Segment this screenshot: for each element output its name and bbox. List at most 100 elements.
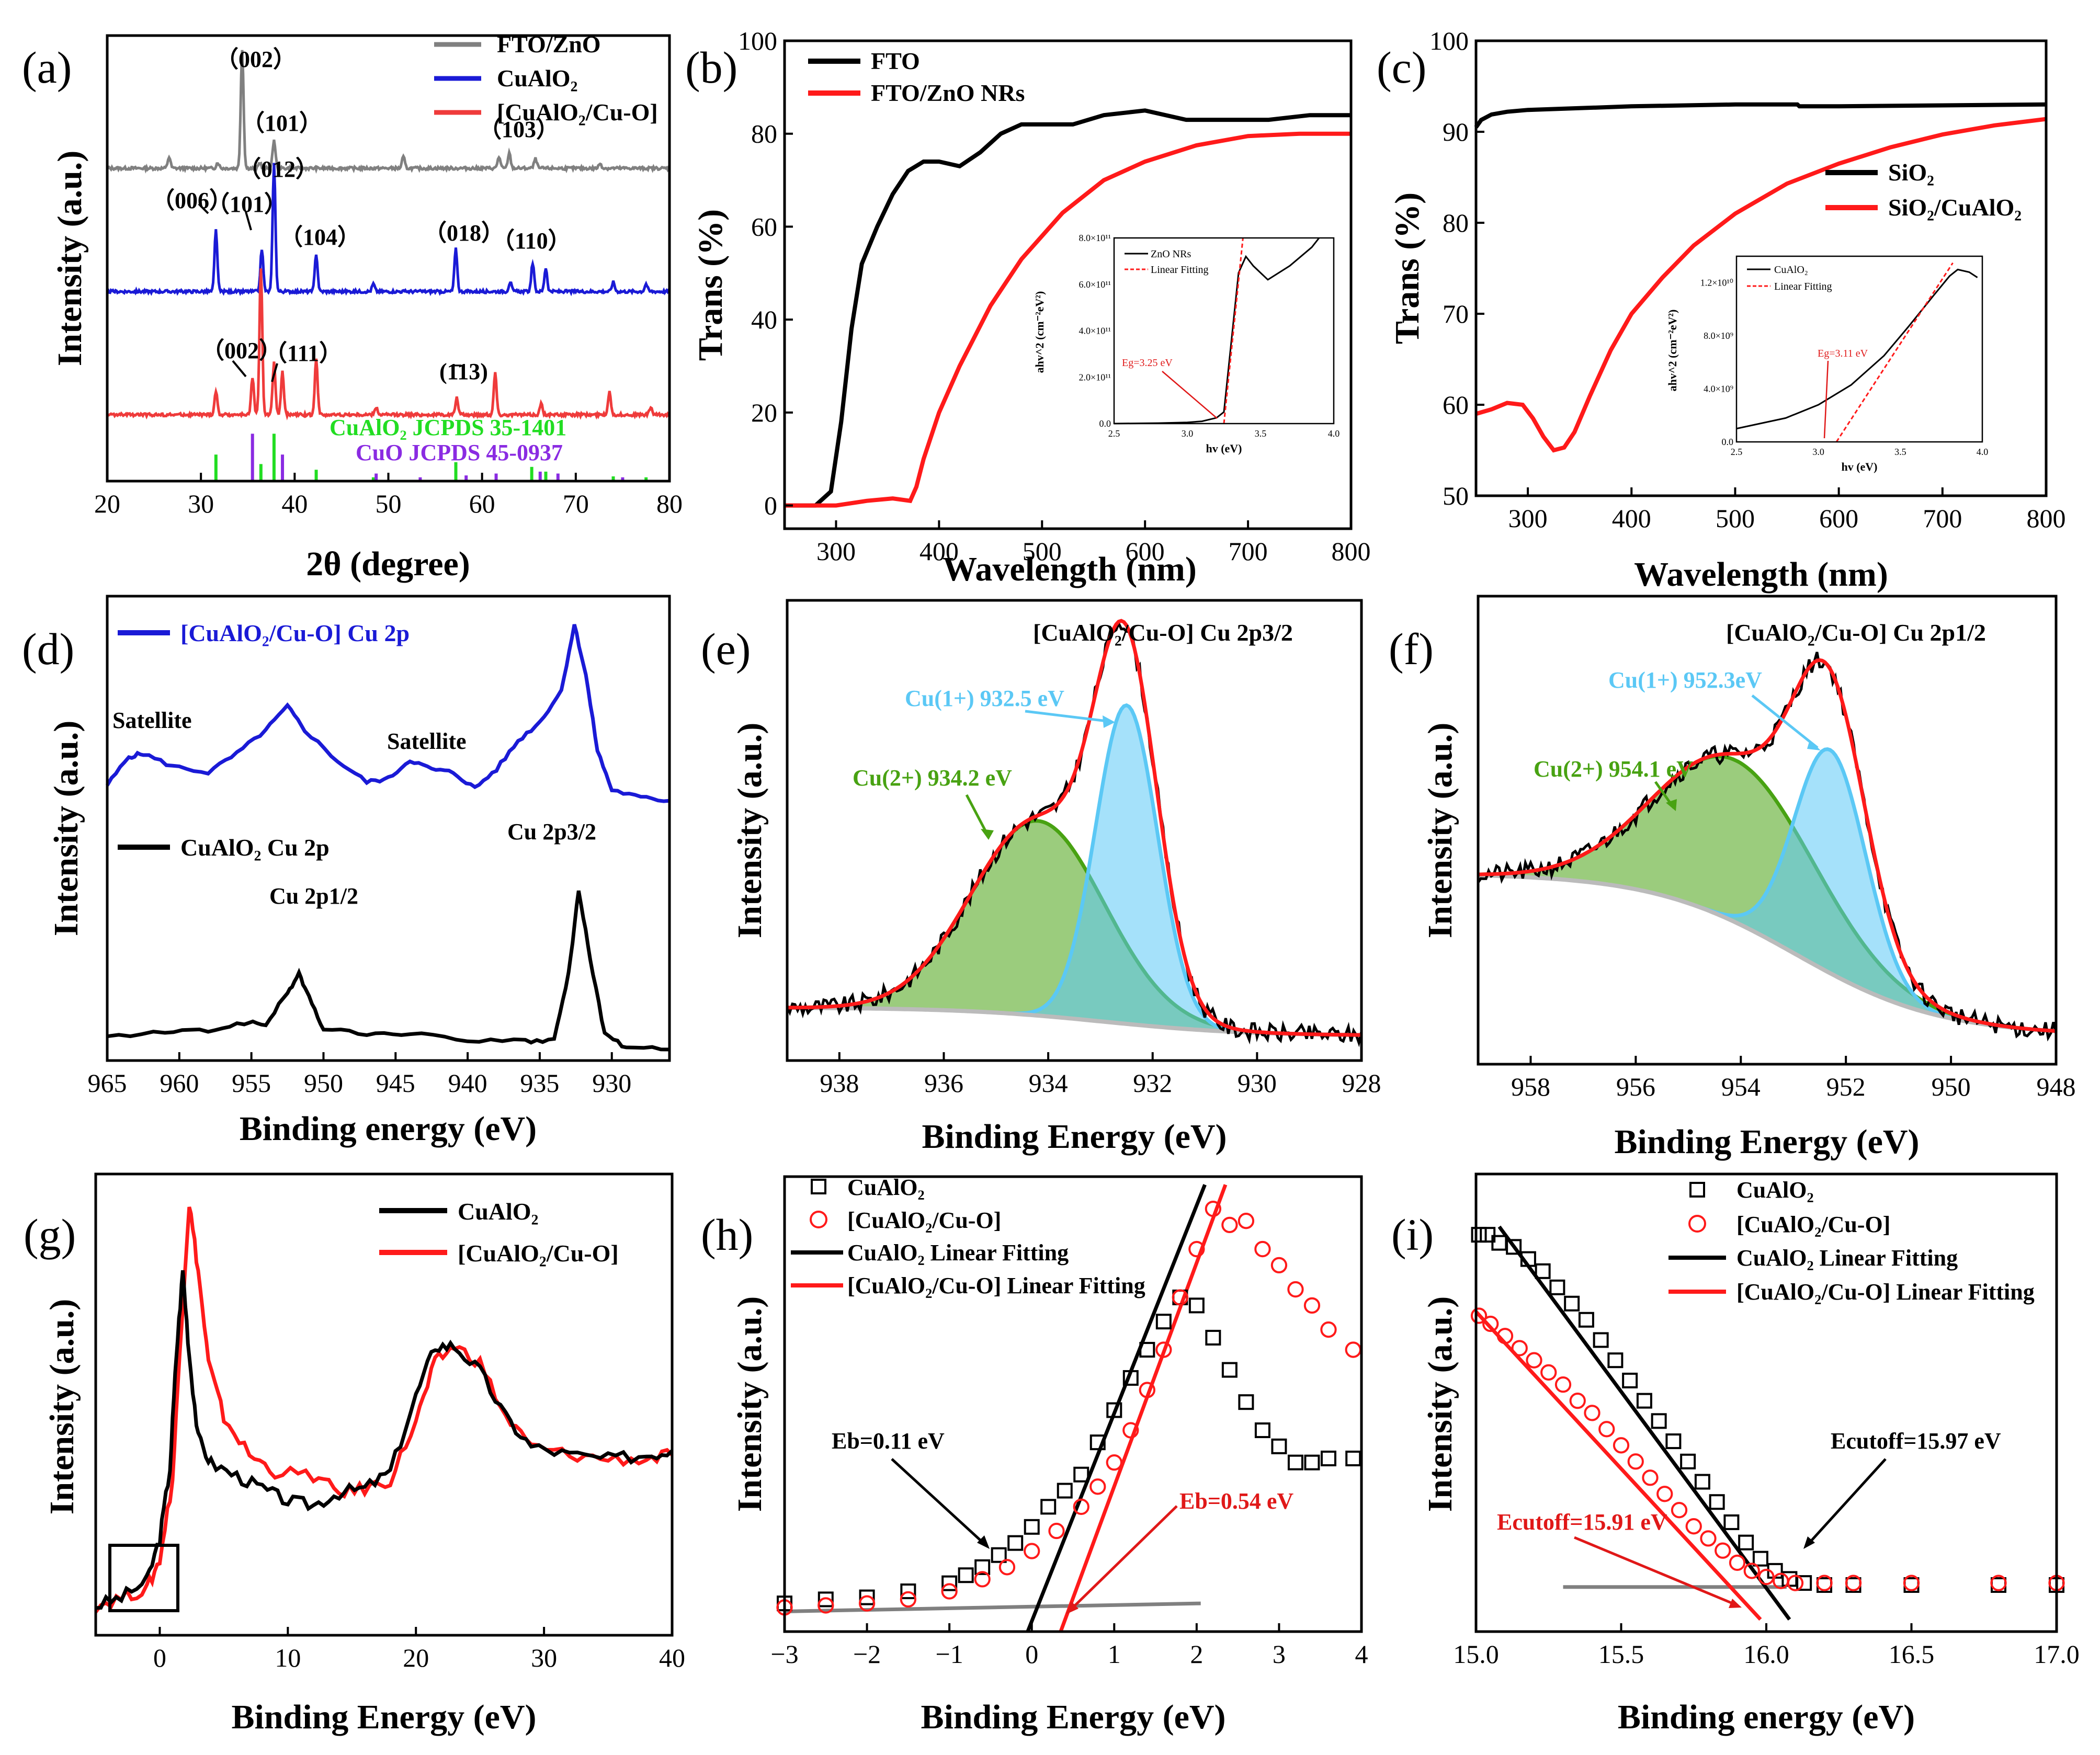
legend-marker-i-composite	[1688, 1215, 1706, 1233]
raw-data-line	[1477, 652, 2058, 1042]
inset-b-xtick: 3.0	[1182, 428, 1194, 439]
data-point-circle	[1584, 1405, 1600, 1421]
panel-e-title: [CuAlO₂/Cu-O] Cu 2p3/2	[1033, 619, 1293, 646]
panel-c-frame	[1474, 39, 2048, 497]
panel-d-x-tick-label: 935	[520, 1068, 559, 1098]
panel-d-x-tick-label: 960	[160, 1068, 199, 1098]
data-point-square	[1320, 1450, 1336, 1466]
panel-4-x-tick-label: 932	[1133, 1068, 1172, 1098]
panel-g-frame	[94, 1172, 674, 1637]
panel-a-xlabel: 2θ (degree)	[306, 545, 470, 583]
panel-c-y-tick-label: 90	[1443, 117, 1469, 146]
data-point-circle	[1613, 1437, 1630, 1454]
data-point-square	[1796, 1575, 1812, 1591]
inset-c-xtick: 3.0	[1812, 447, 1824, 457]
data-point-circle	[1254, 1240, 1271, 1258]
panel-c-y-tick-label: 50	[1443, 481, 1469, 510]
envelope-line	[787, 619, 1362, 1037]
legend-marker-h-composite	[810, 1211, 827, 1228]
inset-b-xtick: 4.0	[1328, 428, 1340, 439]
data-point-circle	[1024, 1543, 1040, 1559]
baseline-line	[784, 1601, 1201, 1613]
panel-d-x-tick-label: 950	[304, 1068, 343, 1098]
panel-g-x-tick-label: 10	[275, 1643, 301, 1672]
label-cu1plus-f: Cu(1+) 952.3eV	[1608, 667, 1762, 693]
data-point-square	[1636, 1393, 1652, 1409]
data-point-square	[1665, 1433, 1682, 1450]
data-point-square	[1593, 1332, 1609, 1348]
legend-h-cualo2: CuAlO₂	[847, 1175, 925, 1200]
xrd-line-0	[106, 50, 671, 174]
arrow-006	[198, 203, 209, 214]
legend-d-cualo2: CuAlO₂ Cu 2p	[180, 834, 330, 861]
data-point-square	[1155, 1314, 1172, 1330]
data-point-square	[1520, 1251, 1536, 1267]
data-point-square	[1287, 1454, 1303, 1471]
panel-4-x-tick-label: 936	[924, 1068, 963, 1098]
data-point-square	[1680, 1453, 1696, 1469]
panel-b-inset-frame	[1113, 237, 1335, 425]
data-point-circle	[1470, 1307, 1488, 1324]
data-point-circle	[1729, 1554, 1746, 1571]
panel-c-x-tick-label: 500	[1716, 504, 1755, 533]
panel-i: (i) 15.0 15.5 16.0 16.5 17.0 Binding energy …	[1391, 1172, 2080, 1736]
peak-label-cuo-113: (1̄13)	[439, 359, 488, 384]
panel-b-inset-eg: Eg=3.25 eV	[1122, 357, 1173, 369]
data-point-square	[1057, 1483, 1073, 1499]
ref-label-cualo2: CuAlO₂ JCPDS 35-1401	[330, 415, 566, 440]
peak-label-cualo2-012: （012）	[238, 156, 319, 182]
data-point-circle	[1787, 1575, 1804, 1591]
data-point-square	[1607, 1352, 1624, 1369]
data-point-circle	[1569, 1392, 1586, 1409]
data-point-circle	[1816, 1575, 1833, 1591]
panel-5-x-tick-label: 956	[1616, 1072, 1655, 1101]
panel-b-x-tick-label: 300	[816, 537, 856, 566]
panel-c-inset-frame	[1735, 255, 1983, 443]
component-fill-0	[787, 705, 1361, 1035]
peak-label-cuo-111: （111）	[264, 340, 342, 366]
panel-h-legend: CuAlO₂ [CuAlO₂/Cu-O] CuAlO₂ Linear Fitti…	[791, 1175, 1145, 1298]
data-point-square	[1024, 1519, 1040, 1535]
panel-4-x-tick-label: 934	[1029, 1068, 1068, 1098]
legend-fto-zno: FTO/ZnO	[497, 31, 601, 58]
data-point-square	[1122, 1370, 1139, 1386]
xrd-line-1	[106, 163, 671, 297]
panel-c-xlabel: Wavelength (nm)	[1634, 555, 1888, 594]
panel-d-x-tick-label: 940	[448, 1068, 487, 1098]
label-eb-composite: Eb=0.54 eV	[1179, 1488, 1293, 1514]
panel-c-x-tick-label: 400	[1612, 504, 1651, 533]
legend-sio2: SiO₂	[1888, 159, 1934, 186]
arrowhead-eb-composite	[1066, 1601, 1079, 1614]
legend-cualo2: CuAlO₂	[497, 65, 577, 92]
legend-g-composite: [CuAlO₂/Cu-O]	[458, 1240, 619, 1267]
panel-c-inset-xlabel: hv (eV)	[1841, 460, 1877, 473]
panel-c-x-tick-label: 700	[1923, 504, 1962, 533]
panel-b-inset-xlabel: hv (eV)	[1206, 442, 1242, 455]
panel-c-inset-ylabel: ahv^2 (cm⁻²eV²)	[1666, 310, 1679, 392]
data-point-circle	[1238, 1213, 1255, 1229]
data-point-square	[1709, 1494, 1725, 1510]
legend-fto: FTO	[871, 48, 920, 74]
data-point-square	[859, 1589, 875, 1605]
inset-b-fit	[1223, 237, 1244, 424]
data-point-square	[1188, 1297, 1205, 1314]
panel-g-letter: (g)	[24, 1210, 76, 1260]
inset-c-ytick: 4.0×10⁹	[1704, 384, 1733, 394]
data-point-square	[1564, 1295, 1580, 1312]
panel-b-y-tick-label: 0	[764, 491, 777, 520]
trans-line-b-1	[785, 131, 1351, 508]
panel-c-x-tick-label: 800	[2027, 504, 2066, 533]
panel-5-x-tick-label: 950	[1932, 1072, 1971, 1101]
arrow-eb-composite	[1069, 1505, 1178, 1612]
panel-a-arrows	[198, 203, 278, 382]
data-point-circle	[900, 1591, 917, 1608]
fit-line-0	[1026, 1184, 1207, 1633]
inset-c-xtick: 2.5	[1731, 447, 1743, 457]
inset-c-ytick: 0.0	[1722, 437, 1734, 447]
arrowhead-cu1plus-e	[1103, 715, 1115, 728]
arrow-eb-cualo2	[891, 1458, 987, 1546]
panel-8-x-tick-label: 16.5	[1889, 1639, 1935, 1669]
panel-h-xlabel: Binding Energy (eV)	[921, 1698, 1225, 1736]
panel-b-ylabel: Trans (%)	[691, 209, 730, 361]
data-point-square	[1007, 1535, 1024, 1551]
